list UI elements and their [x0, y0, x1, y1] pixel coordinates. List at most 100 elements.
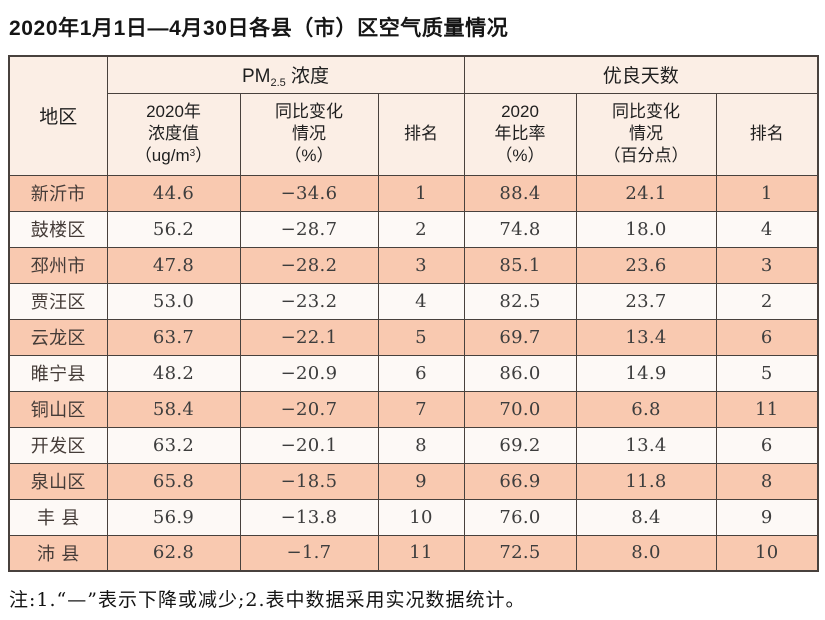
region-cell: 开发区 [8, 426, 108, 464]
days-ratio-cell: 88.4 [463, 174, 577, 212]
table-row: 铜山区 58.4 −20.7 7 70.0 6.8 11 [8, 390, 819, 428]
days-rank-cell: 2 [715, 282, 819, 320]
pm-value-cell: 58.4 [106, 390, 241, 428]
days-rank-cell: 6 [715, 318, 819, 356]
days-rank-cell: 3 [715, 246, 819, 284]
pm-rank-cell: 5 [377, 318, 465, 356]
header-days-ratio: 2020 年比率 （%） [463, 92, 577, 176]
header-region: 地区 [8, 55, 108, 176]
pm-rank-cell: 11 [377, 534, 465, 572]
days-ratio-cell: 66.9 [463, 462, 577, 500]
pm-change-cell: −23.2 [239, 282, 379, 320]
days-ratio-cell: 69.2 [463, 426, 577, 464]
pm-value-cell: 44.6 [106, 174, 241, 212]
pm-rank-cell: 7 [377, 390, 465, 428]
pm-rank-cell: 1 [377, 174, 465, 212]
pm-value-cell: 65.8 [106, 462, 241, 500]
header-pm-concentration-unit: （ug/m3） [108, 145, 239, 167]
days-rank-cell: 6 [715, 426, 819, 464]
pm25-label-subscript: 2.5 [270, 77, 286, 90]
region-cell: 云龙区 [8, 318, 108, 356]
days-ratio-cell: 70.0 [463, 390, 577, 428]
pm-change-cell: −1.7 [239, 534, 379, 572]
region-cell: 新沂市 [8, 174, 108, 212]
pm-change-cell: −28.7 [239, 210, 379, 248]
days-change-cell: 11.8 [575, 462, 717, 500]
air-quality-table: 地区 PM2.5 浓度 优良天数 2020年 浓度值 （ug/m3） 同比变化 … [8, 55, 820, 572]
days-ratio-cell: 82.5 [463, 282, 577, 320]
pm-change-cell: −28.2 [239, 246, 379, 284]
header-sub-row: 2020年 浓度值 （ug/m3） 同比变化 情况 （%） 排名 2020 年比… [9, 92, 819, 176]
pm-value-cell: 53.0 [106, 282, 241, 320]
region-cell: 铜山区 [8, 390, 108, 428]
days-ratio-cell: 85.1 [463, 246, 577, 284]
pm-value-cell: 48.2 [106, 354, 241, 392]
region-cell: 睢宁县 [8, 354, 108, 392]
days-ratio-cell: 86.0 [463, 354, 577, 392]
pm-rank-cell: 2 [377, 210, 465, 248]
days-ratio-cell: 76.0 [463, 498, 577, 536]
region-cell: 贾汪区 [8, 282, 108, 320]
unit-prefix: （ug/m [134, 146, 190, 166]
footnote: 注:1.“—”表示下降或减少;2.表中数据采用实况数据统计。 [9, 589, 526, 611]
pm-rank-cell: 10 [377, 498, 465, 536]
days-change-cell: 14.9 [575, 354, 717, 392]
days-change-cell: 8.0 [575, 534, 717, 572]
days-rank-cell: 8 [715, 462, 819, 500]
region-cell: 鼓楼区 [8, 210, 108, 248]
days-ratio-cell: 69.7 [463, 318, 577, 356]
days-change-cell: 13.4 [575, 318, 717, 356]
pm-change-cell: −22.1 [239, 318, 379, 356]
pm-value-cell: 56.9 [106, 498, 241, 536]
days-rank-cell: 4 [715, 210, 819, 248]
days-change-cell: 23.6 [575, 246, 717, 284]
header-group-pm25: PM2.5 浓度 [106, 55, 465, 94]
header-group-row: 地区 PM2.5 浓度 优良天数 [8, 55, 819, 176]
table-row: 云龙区 63.7 −22.1 5 69.7 13.4 6 [8, 318, 819, 356]
pm-rank-cell: 6 [377, 354, 465, 392]
pm-rank-cell: 9 [377, 462, 465, 500]
pm-change-cell: −34.6 [239, 174, 379, 212]
pm-rank-cell: 4 [377, 282, 465, 320]
days-rank-cell: 10 [715, 534, 819, 572]
days-ratio-cell: 74.8 [463, 210, 577, 248]
header-pm-concentration-line1: 2020年 [146, 101, 201, 121]
table-row: 泉山区 65.8 −18.5 9 66.9 11.8 8 [8, 462, 819, 500]
table-row: 鼓楼区 56.2 −28.7 2 74.8 18.0 4 [8, 210, 819, 248]
region-cell: 邳州市 [8, 246, 108, 284]
pm-rank-cell: 3 [377, 246, 465, 284]
unit-suffix: ） [195, 146, 213, 166]
region-cell: 丰 县 [8, 498, 108, 536]
header-pm-concentration-line2: 浓度值 [148, 123, 199, 143]
unit-superscript: 3 [189, 148, 196, 160]
pm-change-cell: −18.5 [239, 462, 379, 500]
pm-change-cell: −20.7 [239, 390, 379, 428]
header-days-yoy-change: 同比变化 情况 （百分点） [575, 92, 717, 176]
pm-change-cell: −20.1 [239, 426, 379, 464]
pm-value-cell: 63.2 [106, 426, 241, 464]
days-change-cell: 23.7 [575, 282, 717, 320]
table-header: 地区 PM2.5 浓度 优良天数 2020年 浓度值 （ug/m3） 同比变化 … [8, 55, 819, 176]
header-days-rank: 排名 [715, 92, 819, 176]
days-rank-cell: 9 [715, 498, 819, 536]
pm25-label-suffix: 浓度 [285, 66, 330, 88]
pm-value-cell: 63.7 [106, 318, 241, 356]
days-change-cell: 8.4 [575, 498, 717, 536]
pm-value-cell: 62.8 [106, 534, 241, 572]
region-cell: 沛 县 [8, 534, 108, 572]
header-pm-yoy-change: 同比变化 情况 （%） [239, 92, 379, 176]
table-row: 贾汪区 53.0 −23.2 4 82.5 23.7 2 [8, 282, 819, 320]
days-change-cell: 24.1 [575, 174, 717, 212]
table-row: 开发区 63.2 −20.1 8 69.2 13.4 6 [8, 426, 819, 464]
table-row: 睢宁县 48.2 −20.9 6 86.0 14.9 5 [8, 354, 819, 392]
table-row: 新沂市 44.6 −34.6 1 88.4 24.1 1 [8, 174, 819, 212]
pm-value-cell: 56.2 [106, 210, 241, 248]
days-change-cell: 18.0 [575, 210, 717, 248]
pm-change-cell: −13.8 [239, 498, 379, 536]
days-change-cell: 13.4 [575, 426, 717, 464]
header-pm-rank: 排名 [377, 92, 465, 176]
days-rank-cell: 5 [715, 354, 819, 392]
header-group-good-days: 优良天数 [463, 55, 819, 94]
table-row: 沛 县 62.8 −1.7 11 72.5 8.0 10 [8, 534, 819, 572]
days-rank-cell: 1 [715, 174, 819, 212]
